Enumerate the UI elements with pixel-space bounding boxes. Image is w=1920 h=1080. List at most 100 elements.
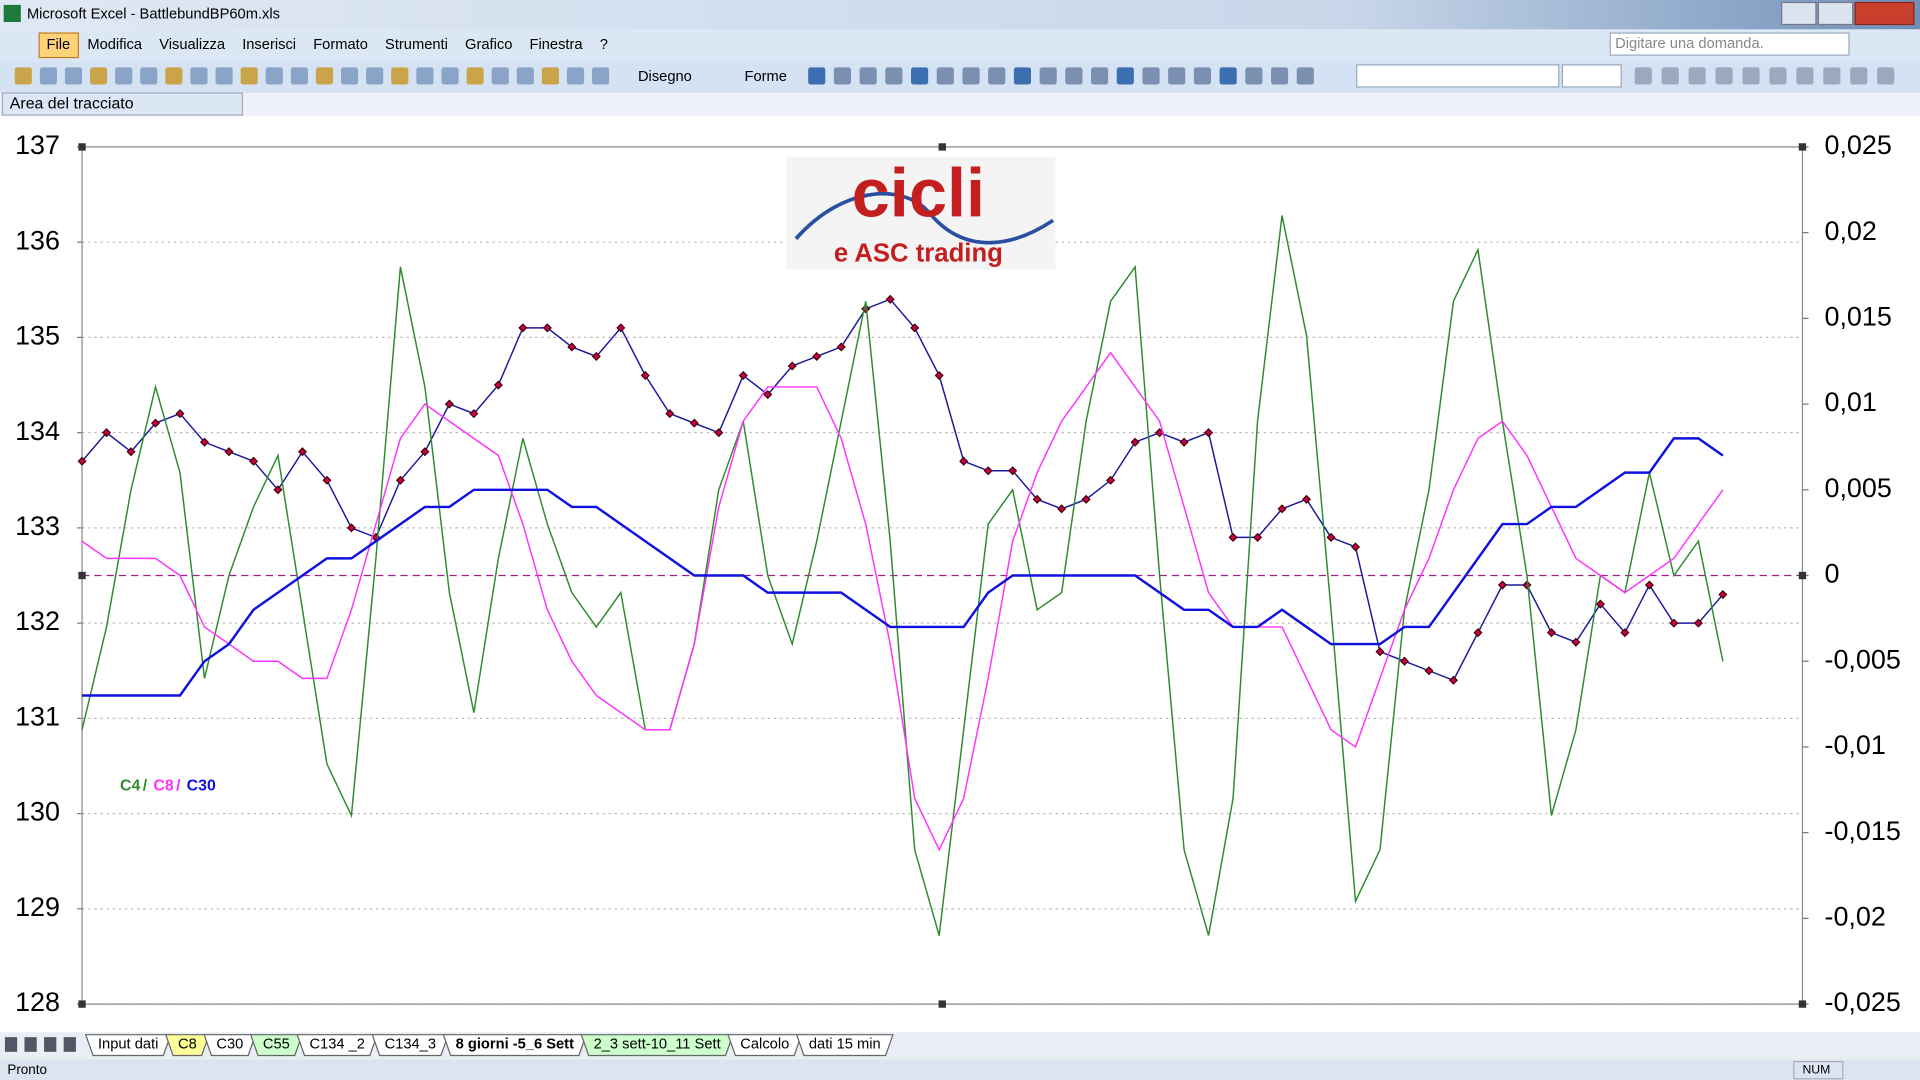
toolbar-button[interactable] (140, 67, 158, 85)
toolbar-button[interactable] (391, 67, 409, 85)
toolbar-button[interactable] (190, 67, 208, 85)
legend-entry: C8 (153, 777, 173, 794)
sheet-tab[interactable] (442, 1034, 588, 1057)
toolbar-button[interactable] (14, 67, 32, 85)
toolbar-button[interactable] (1245, 67, 1263, 85)
toolbar-button[interactable] (1877, 67, 1895, 85)
menu-item[interactable]: ? (600, 37, 608, 53)
toolbar-button[interactable] (1742, 67, 1760, 85)
toolbar-button[interactable] (1688, 67, 1706, 85)
name-box[interactable] (1, 92, 244, 116)
toolbar-button[interactable] (90, 67, 108, 85)
menu-item[interactable]: Grafico (465, 37, 512, 53)
toolbar-button[interactable] (1193, 67, 1212, 85)
sheet-tab[interactable] (249, 1034, 303, 1057)
toolbar-button[interactable] (466, 67, 484, 85)
selection-handle[interactable] (938, 1000, 946, 1008)
toolbar-button[interactable] (885, 67, 903, 85)
toolbar-button[interactable] (115, 67, 133, 85)
toolbar-button[interactable] (516, 67, 534, 85)
selection-handle[interactable] (78, 143, 86, 151)
sheet-tab[interactable] (164, 1034, 210, 1057)
toolbar-button[interactable] (341, 67, 359, 85)
toolbar-button[interactable] (1296, 67, 1314, 85)
menu-item[interactable]: Finestra (530, 37, 584, 53)
toolbar-button[interactable] (1116, 67, 1134, 85)
toolbar-button[interactable] (491, 67, 509, 85)
toolbar-button[interactable] (441, 67, 459, 85)
draw-menu[interactable]: Disegno (638, 69, 692, 85)
toolbar-button[interactable] (833, 67, 852, 85)
toolbar-button[interactable] (592, 67, 610, 85)
toolbar-button[interactable] (808, 67, 826, 85)
tab-scroll-button[interactable] (44, 1037, 57, 1052)
menu-item[interactable]: Modifica (87, 37, 143, 53)
toolbar-button[interactable] (962, 67, 980, 85)
toolbar-button[interactable] (859, 67, 877, 85)
sheet-tab[interactable] (203, 1034, 257, 1057)
tab-scroll-button[interactable] (63, 1037, 76, 1052)
toolbar-button[interactable] (1219, 67, 1237, 85)
toolbar-button[interactable] (1823, 67, 1841, 85)
toolbar-button[interactable] (1091, 67, 1109, 85)
toolbar-button[interactable] (366, 67, 384, 85)
price-marker (1228, 532, 1238, 542)
toolbar-button[interactable] (541, 67, 559, 85)
size-box[interactable] (1561, 64, 1622, 88)
minimize-button[interactable] (1781, 1, 1817, 26)
toolbar-button[interactable] (1271, 67, 1289, 85)
close-button[interactable] (1854, 1, 1915, 26)
menu-item[interactable]: Formato (313, 37, 368, 53)
toolbar-button[interactable] (290, 67, 308, 85)
maximize-button[interactable] (1817, 1, 1854, 26)
toolbar-button[interactable] (911, 67, 929, 85)
y-tick-label: 135 (15, 321, 60, 351)
y-tick-label: 136 (15, 225, 60, 255)
sheet-tab[interactable] (727, 1034, 803, 1057)
logo-subtitle: e ASC trading (834, 239, 1003, 267)
toolbar-button[interactable] (1168, 67, 1186, 85)
toolbar-button[interactable] (416, 67, 434, 85)
toolbar-button[interactable] (215, 67, 233, 85)
shapes-menu[interactable]: Forme (744, 69, 786, 85)
selection-handle[interactable] (1798, 1000, 1807, 1008)
toolbar-button[interactable] (165, 67, 183, 85)
help-box[interactable] (1609, 32, 1850, 56)
sheet-tab[interactable] (84, 1034, 172, 1057)
toolbar-button[interactable] (240, 67, 258, 85)
font-box[interactable] (1356, 64, 1560, 88)
toolbar-button[interactable] (315, 67, 334, 85)
toolbar-button[interactable] (936, 67, 954, 85)
toolbar-button[interactable] (1142, 67, 1160, 85)
toolbar-button[interactable] (988, 67, 1006, 85)
toolbar-button[interactable] (1715, 67, 1733, 85)
toolbar-button[interactable] (39, 67, 57, 85)
tab-scroll-button[interactable] (24, 1037, 37, 1052)
toolbar-button[interactable] (1039, 67, 1057, 85)
selection-handle[interactable] (938, 143, 946, 151)
sheet-tab[interactable] (795, 1034, 894, 1057)
toolbar-button[interactable] (265, 67, 283, 85)
sheet-tab[interactable] (371, 1034, 450, 1057)
toolbar-button[interactable] (1065, 67, 1083, 85)
toolbar-button[interactable] (1796, 67, 1814, 85)
tab-scroll-button[interactable] (4, 1037, 18, 1052)
toolbar-button[interactable] (1769, 67, 1787, 85)
selection-handle[interactable] (1798, 143, 1807, 151)
toolbar-button[interactable] (1850, 67, 1868, 85)
selection-handle[interactable] (78, 571, 86, 580)
sheet-tab[interactable] (580, 1034, 734, 1057)
toolbar-button[interactable] (566, 67, 585, 85)
toolbar-button[interactable] (1661, 67, 1679, 85)
menu-item[interactable]: Visualizza (159, 37, 226, 53)
selection-handle[interactable] (78, 1000, 86, 1008)
toolbar-button[interactable] (1634, 67, 1652, 85)
sheet-tab[interactable] (296, 1034, 379, 1057)
menu-item[interactable]: Strumenti (385, 37, 448, 53)
menu-item[interactable]: Inserisci (242, 37, 296, 53)
menu-item[interactable]: File (47, 37, 71, 53)
toolbar-button[interactable] (64, 67, 83, 85)
selection-handle[interactable] (1798, 571, 1807, 580)
toolbar-button[interactable] (1013, 67, 1032, 85)
